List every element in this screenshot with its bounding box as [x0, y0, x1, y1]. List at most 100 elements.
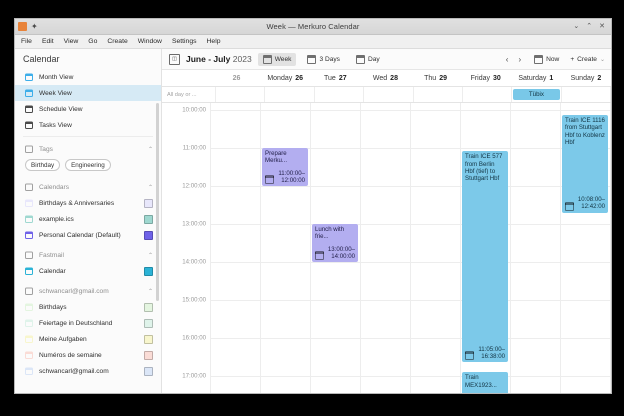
all-day-cell-6[interactable]: Tübix [512, 87, 562, 102]
maximize-button[interactable]: ⌃ [586, 23, 593, 30]
sidebar-item-birthdays[interactable]: Birthdays [15, 299, 161, 315]
menu-help[interactable]: Help [206, 38, 221, 45]
view-toggle-week[interactable]: Week [257, 52, 297, 66]
sidebar-scrollbar-thumb[interactable] [156, 103, 159, 302]
tag-birthday[interactable]: Birthday [25, 159, 61, 171]
day-header-4[interactable]: Thu 29 [411, 70, 461, 86]
day-header-2[interactable]: Tue 27 [310, 70, 360, 86]
day-column-7[interactable]: Train ICE 1116 from Stuttgart Hbf to Kob… [561, 103, 611, 393]
create-button[interactable]: + Create ⌄ [570, 56, 605, 63]
day-header-name: Friday [470, 74, 491, 82]
calendar-color-swatch[interactable] [144, 334, 153, 344]
calendar-3day-icon [307, 54, 317, 64]
day-column-6[interactable] [511, 103, 561, 393]
menu-settings[interactable]: Settings [171, 38, 197, 45]
chevron-down-icon[interactable]: ⌄ [599, 56, 605, 63]
sidebar-item-birthdays-anniversaries[interactable]: Birthdays & Anniversaries [15, 195, 161, 211]
menu-edit[interactable]: Edit [41, 38, 54, 45]
day-column-3[interactable] [361, 103, 411, 393]
sidebar-item-feiertage-in-deutschland[interactable]: Feiertage in Deutschland [15, 315, 161, 331]
sidebar-section-gmail[interactable]: schwancarl@gmail.com ⌃ [15, 283, 161, 299]
chevron-up-icon[interactable]: ⌃ [147, 288, 153, 295]
calendar-event[interactable]: Train ICE 577 from Berlin Hbf (tief) to … [462, 151, 508, 363]
sidebar-scroll-area[interactable]: Month View Week View Schedule View Tasks Vi… [15, 69, 161, 393]
sidebar-item-calendar[interactable]: Calendar [15, 263, 161, 279]
sidebar-item-schedule-view[interactable]: Schedule View [15, 101, 161, 117]
calendar-color-swatch[interactable] [144, 302, 153, 312]
day-header-7[interactable]: Sunday 2 [561, 70, 611, 86]
day-column-1[interactable]: Prepare Merku... 11:00:00– 12:00:00 [261, 103, 311, 393]
hour-gridline [411, 376, 460, 377]
all-day-cell-2[interactable] [315, 87, 365, 102]
calendar-event[interactable]: Lunch with frie... 13:00:00– 14:00:00 [312, 224, 358, 262]
tag-engineering[interactable]: Engineering [65, 159, 111, 171]
previous-week-icon[interactable]: ‹ [505, 54, 509, 64]
sidebar-item-example-ics[interactable]: example.ics [15, 211, 161, 227]
sidebar-section-tags[interactable]: Tags ⌃ [15, 141, 161, 157]
minimize-button[interactable]: ⌄ [573, 23, 580, 30]
all-day-cell-7[interactable] [562, 87, 611, 102]
day-header-0[interactable]: 26 [210, 70, 260, 86]
calendar-color-swatch[interactable] [144, 266, 153, 276]
sidebar-item-schwancarl-gmail-com[interactable]: schwancarl@gmail.com [15, 363, 161, 379]
sidebar-section-fastmail[interactable]: Fastmail ⌃ [15, 247, 161, 263]
now-button[interactable]: Now [529, 53, 564, 66]
all-day-event[interactable]: Tübix [513, 89, 560, 100]
menu-go[interactable]: Go [88, 38, 98, 45]
view-toggle-day[interactable]: Day [351, 53, 385, 66]
menu-window[interactable]: Window [137, 38, 162, 45]
menu-create[interactable]: Create [107, 38, 128, 45]
sidebar-item-meine-aufgaben[interactable]: Meine Aufgaben [15, 331, 161, 347]
view-toggle-3days[interactable]: 3 Days [302, 53, 345, 66]
event-title: Lunch with frie... [315, 226, 345, 241]
calendar-color-swatch[interactable] [144, 230, 153, 240]
sidebar-section-calendars[interactable]: Calendars ⌃ [15, 179, 161, 195]
calendar-color-swatch[interactable] [144, 366, 153, 376]
day-column-4[interactable] [411, 103, 461, 393]
day-column-5[interactable]: Train ICE 577 from Berlin Hbf (tief) to … [461, 103, 511, 393]
calendar-color-swatch[interactable] [144, 198, 153, 208]
hour-gridline [261, 224, 310, 225]
day-header-1[interactable]: Monday 26 [260, 70, 310, 86]
all-day-cell-1[interactable] [265, 87, 315, 102]
sidebar-item-label: example.ics [39, 215, 74, 223]
day-header-5[interactable]: Friday 30 [461, 70, 511, 86]
date-range-month: June - July [186, 54, 231, 64]
day-columns[interactable]: Prepare Merku... 11:00:00– 12:00:00 Lunch w… [211, 103, 611, 393]
sidebar-scrollbar[interactable] [156, 71, 160, 391]
all-day-cell-4[interactable] [414, 87, 463, 102]
menu-view[interactable]: View [63, 38, 79, 45]
all-day-cell-0[interactable] [216, 87, 266, 102]
sidebar-item-month-view[interactable]: Month View [15, 69, 161, 85]
hour-gridline [511, 376, 560, 377]
day-column-2[interactable]: Lunch with frie... 13:00:00– 14:00:00 [311, 103, 361, 393]
chevron-up-icon[interactable]: ⌃ [147, 184, 153, 191]
sidebar-title: Calendar [15, 49, 161, 69]
sidebar-item-tasks-view[interactable]: Tasks View [15, 117, 161, 133]
calendar-day-icon [355, 54, 365, 64]
calendar-event[interactable]: Train ICE 1116 from Stuttgart Hbf to Kob… [562, 115, 608, 213]
sidebar-item-num-ros-de-semaine[interactable]: Numéros de semaine [15, 347, 161, 363]
calendar-event[interactable]: Prepare Merku... 11:00:00– 12:00:00 [262, 148, 308, 186]
close-button[interactable]: ✕ [599, 23, 605, 30]
next-week-icon[interactable]: › [518, 54, 522, 64]
calendar-event[interactable]: Train MEX1923...16:54:00–17:53:00 [462, 372, 508, 393]
pin-icon[interactable]: ✦ [31, 22, 38, 31]
calendar-grid[interactable]: 10:00:00 11:00:00 12:00:00 13:00:00 14:00:00… [162, 103, 611, 393]
sidebar-toggle-icon[interactable]: ◫ [169, 53, 180, 65]
time-label: 12:00:00 [182, 182, 206, 190]
hour-gridline [211, 376, 260, 377]
sidebar-item-week-view[interactable]: Week View [15, 85, 161, 101]
day-column-0[interactable] [211, 103, 261, 393]
calendar-color-swatch[interactable] [144, 214, 153, 224]
all-day-cell-5[interactable] [463, 87, 513, 102]
chevron-up-icon[interactable]: ⌃ [147, 146, 153, 153]
sidebar-item-personal-calendar-default[interactable]: Personal Calendar (Default) [15, 227, 161, 243]
chevron-up-icon[interactable]: ⌃ [147, 252, 153, 259]
menu-file[interactable]: File [21, 38, 32, 45]
calendar-color-swatch[interactable] [144, 318, 153, 328]
day-header-3[interactable]: Wed 28 [360, 70, 410, 86]
day-header-6[interactable]: Saturday 1 [511, 70, 561, 86]
all-day-cell-3[interactable] [364, 87, 414, 102]
calendar-color-swatch[interactable] [144, 350, 153, 360]
